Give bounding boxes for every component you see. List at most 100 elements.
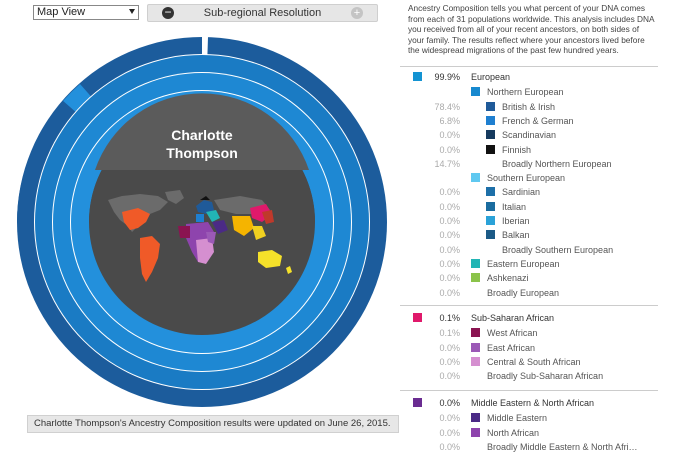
world-map[interactable] bbox=[108, 190, 292, 282]
legend-label: Southern European bbox=[487, 173, 566, 184]
map-middle-east[interactable] bbox=[212, 220, 228, 234]
legend-percent: 0.0% bbox=[439, 187, 460, 198]
map-western-europe[interactable] bbox=[196, 214, 204, 222]
legend-row[interactable]: 14.7% Broadly Northern European bbox=[400, 157, 660, 171]
legend-group-row[interactable]: 0.1% Sub-Saharan African bbox=[400, 311, 660, 325]
legend-label: North African bbox=[487, 427, 540, 438]
legend-label: Broadly Northern European bbox=[502, 158, 612, 169]
legend-label: Northern European bbox=[487, 87, 564, 98]
results-updated-note: Charlotte Thompson's Ancestry Compositio… bbox=[27, 415, 399, 433]
legend-row[interactable]: 0.0% Italian bbox=[400, 200, 660, 214]
legend-row[interactable]: 78.4% British & Irish bbox=[400, 100, 660, 114]
divider bbox=[400, 305, 658, 306]
legend-label: Broadly Southern European bbox=[502, 244, 614, 255]
map-eastern-europe[interactable] bbox=[206, 210, 220, 222]
legend-row[interactable]: 0.0% Finnish bbox=[400, 143, 660, 157]
legend-percent: 99.9% bbox=[434, 72, 460, 82]
swatch-icon bbox=[486, 144, 495, 154]
legend-row[interactable]: 0.0% Broadly Sub-Saharan African bbox=[400, 369, 660, 383]
legend-row[interactable]: 0.0% Iberian bbox=[400, 214, 660, 228]
swatch-icon bbox=[471, 273, 480, 283]
legend-label: Balkan bbox=[502, 230, 530, 241]
legend-row[interactable]: 0.0% East African bbox=[400, 341, 660, 355]
legend-row[interactable]: 0.0% Middle Eastern bbox=[400, 411, 660, 425]
legend-label: Sub-Saharan African bbox=[471, 313, 555, 323]
swatch-icon bbox=[471, 173, 480, 183]
map-australia[interactable] bbox=[258, 250, 282, 268]
legend-group-row[interactable]: 0.0% Middle Eastern & North African bbox=[400, 396, 660, 410]
swatch-icon bbox=[486, 201, 495, 211]
legend-row[interactable]: 0.0% Broadly European bbox=[400, 286, 660, 300]
legend-label: British & Irish bbox=[502, 101, 556, 112]
divider bbox=[400, 66, 658, 67]
view-select[interactable]: Map View bbox=[33, 5, 139, 20]
legend-percent: 6.8% bbox=[439, 115, 460, 126]
legend-row[interactable]: 6.8% French & German bbox=[400, 114, 660, 128]
swatch-icon bbox=[471, 356, 480, 366]
person-name-line2: Thompson bbox=[166, 145, 238, 161]
legend-row[interactable]: 0.0% Central & South African bbox=[400, 355, 660, 369]
legend-percent: 0.0% bbox=[439, 216, 460, 226]
legend-row[interactable]: 0.0% Balkan bbox=[400, 228, 660, 242]
legend-percent: 0.0% bbox=[439, 258, 460, 269]
legend-percent: 14.7% bbox=[434, 158, 460, 169]
name-panel bbox=[95, 93, 309, 170]
legend-row[interactable]: 0.1% West African bbox=[400, 326, 660, 340]
swatch-icon bbox=[471, 427, 480, 437]
swatch-icon bbox=[413, 398, 422, 407]
legend-label: Sardinian bbox=[502, 187, 541, 198]
legend-percent: 78.4% bbox=[434, 101, 460, 112]
legend-row[interactable]: 0.0% North African bbox=[400, 426, 660, 440]
legend-label: Finnish bbox=[502, 144, 532, 155]
legend-row[interactable]: 0.0% Eastern European bbox=[400, 257, 660, 271]
legend-label: Iberian bbox=[502, 216, 530, 226]
legend-percent: 0.0% bbox=[439, 130, 460, 141]
legend-percent: 0.0% bbox=[439, 441, 460, 452]
legend-label: Eastern European bbox=[487, 258, 560, 269]
legend-percent: 0.1% bbox=[439, 328, 460, 339]
view-select-value: Map View bbox=[37, 6, 86, 18]
map-south-africa[interactable] bbox=[196, 238, 214, 264]
map-scandinavia[interactable] bbox=[200, 196, 210, 200]
map-south-asia[interactable] bbox=[232, 216, 254, 236]
swatch-icon bbox=[471, 258, 480, 268]
swatch-icon bbox=[486, 101, 495, 111]
map-southeast-asia[interactable] bbox=[252, 226, 266, 240]
legend-label: Middle Eastern & North African bbox=[471, 398, 595, 408]
legend-label: European bbox=[471, 72, 511, 82]
swatch-icon bbox=[486, 230, 495, 240]
map-greenland[interactable] bbox=[165, 190, 184, 204]
legend-row[interactable]: 0.0% Sardinian bbox=[400, 185, 660, 199]
legend-row[interactable]: 0.0% Ashkenazi bbox=[400, 271, 660, 285]
ancestry-donut-chart: Charlotte Thompson bbox=[17, 36, 387, 407]
legend-percent: 0.0% bbox=[439, 273, 460, 284]
legend-row[interactable]: Southern European bbox=[400, 171, 660, 185]
legend-label: Broadly Middle Eastern & North Afri… bbox=[487, 441, 638, 452]
legend-percent: 0.0% bbox=[439, 144, 460, 155]
legend-row[interactable]: 0.0% Broadly Middle Eastern & North Afri… bbox=[400, 440, 660, 454]
legend-percent: 0.0% bbox=[439, 427, 460, 438]
map-west-africa[interactable] bbox=[178, 226, 190, 238]
legend-group-row[interactable]: 99.9% European bbox=[400, 70, 660, 84]
resolution-label: Sub-regional Resolution bbox=[203, 7, 322, 19]
resolution-control: − Sub-regional Resolution + bbox=[147, 4, 378, 22]
map-south-america[interactable] bbox=[140, 236, 160, 282]
legend-row[interactable]: Northern European bbox=[400, 85, 660, 99]
zoom-out-button[interactable]: − bbox=[162, 6, 174, 19]
legend-label: Broadly Sub-Saharan African bbox=[487, 371, 604, 382]
legend-label: Ashkenazi bbox=[487, 273, 529, 284]
legend-label: East African bbox=[487, 342, 536, 353]
swatch-icon bbox=[471, 342, 480, 352]
swatch-icon bbox=[471, 328, 480, 338]
map-europe-north[interactable] bbox=[196, 200, 214, 214]
zoom-in-button[interactable]: + bbox=[351, 7, 363, 19]
map-new-zealand[interactable] bbox=[286, 266, 292, 274]
legend-row[interactable]: 0.0% Scandinavian bbox=[400, 128, 660, 142]
map-japan[interactable] bbox=[262, 210, 274, 224]
chevron-down-icon bbox=[129, 9, 135, 14]
legend-row[interactable]: 0.0% Broadly Southern European bbox=[400, 243, 660, 257]
map-north-america-highlight[interactable] bbox=[122, 208, 150, 230]
legend-percent: 0.0% bbox=[439, 201, 460, 212]
map-east-africa[interactable] bbox=[206, 232, 216, 244]
swatch-icon bbox=[413, 313, 422, 322]
